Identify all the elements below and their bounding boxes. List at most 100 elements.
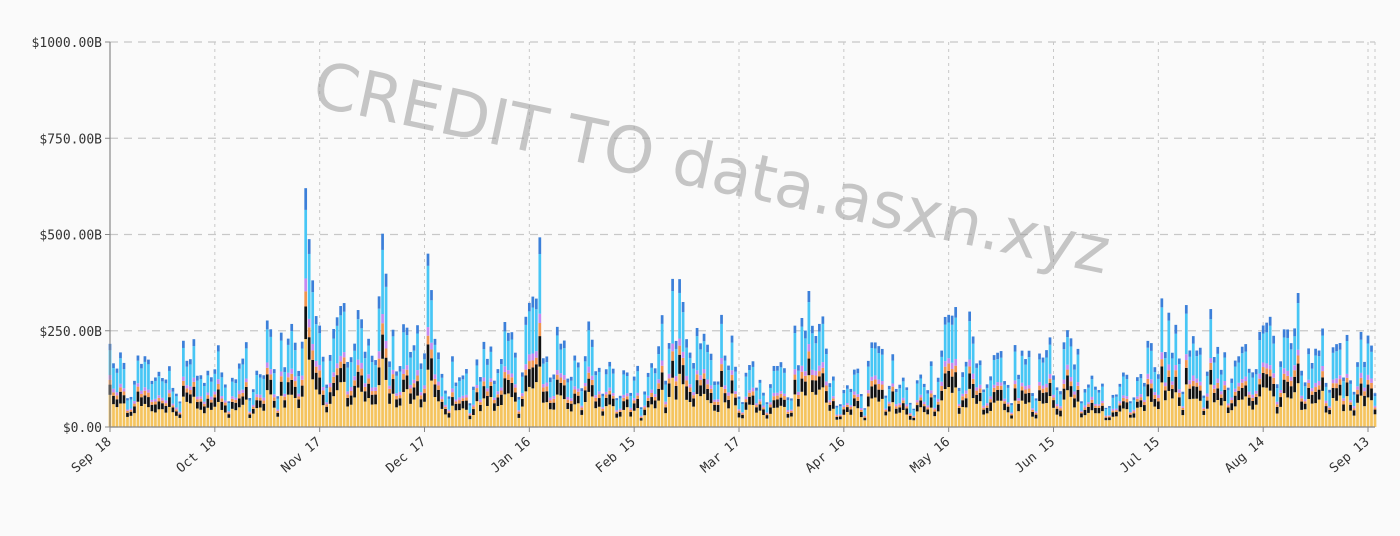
bar-segment [947, 387, 951, 427]
bar-segment [950, 376, 954, 393]
bar-segment [140, 363, 143, 369]
bar-segment [1177, 364, 1181, 390]
bar-segment [646, 400, 650, 408]
bar-segment [905, 387, 909, 391]
bar-segment [430, 342, 433, 350]
bar-segment [318, 325, 322, 334]
bar-segment [838, 416, 842, 420]
bar-segment [384, 286, 388, 341]
bar-segment [534, 351, 538, 358]
bar-segment [293, 386, 297, 398]
bar-segment [251, 389, 255, 393]
bar-segment [1027, 350, 1031, 358]
bar-segment [398, 395, 402, 399]
bar-segment [1027, 402, 1031, 427]
bar-segment [503, 331, 507, 367]
bar-segment [576, 391, 580, 396]
bar-segment [908, 402, 912, 405]
bar-segment [859, 396, 863, 409]
bar-segment [412, 350, 416, 380]
bar-segment [265, 374, 269, 391]
bar-segment [472, 415, 475, 427]
bar-segment [356, 359, 360, 366]
bar-segment [234, 410, 238, 427]
bar-segment [300, 396, 304, 427]
bar-segment [975, 387, 978, 391]
bar-segment [1080, 410, 1083, 412]
bar-segment [416, 370, 419, 376]
bar-segment [709, 360, 713, 386]
bar-segment [447, 398, 451, 410]
bar-segment [702, 393, 706, 427]
bar-segment [852, 369, 856, 375]
bar-segment [164, 405, 168, 413]
bar-segment [213, 406, 217, 427]
bar-segment [891, 402, 895, 427]
bar-segment [922, 383, 926, 388]
bar-segment [541, 402, 545, 427]
bar-segment [496, 391, 500, 395]
bar-segment [601, 415, 605, 427]
bar-segment [915, 383, 919, 401]
bar-segment [664, 413, 667, 427]
bar-segment [1293, 376, 1296, 393]
bar-segment [444, 390, 447, 394]
bar-segment [957, 403, 961, 406]
bar-segment [468, 403, 472, 406]
bar-segment [405, 375, 409, 390]
x-tick-label: Apr 16 [803, 435, 849, 477]
bar-segment [950, 315, 954, 325]
bar-segment [1104, 415, 1108, 417]
bar-segment [1073, 398, 1076, 408]
bar-segment [762, 405, 765, 408]
bar-segment [304, 339, 308, 427]
bar-segment [653, 373, 657, 395]
bar-segment [293, 342, 297, 351]
bar-segment [1338, 395, 1342, 427]
bar-segment [451, 356, 454, 362]
bar-segment [479, 404, 482, 412]
bar-segment [1066, 369, 1069, 376]
bar-segment [741, 414, 744, 419]
bar-segment [189, 386, 192, 391]
bar-segment [1115, 394, 1118, 397]
bar-segment [601, 396, 605, 408]
bar-segment [265, 362, 269, 368]
bar-segment [244, 386, 248, 400]
bar-segment [328, 392, 332, 404]
bar-segment [129, 415, 133, 427]
bar-segment [636, 395, 640, 400]
bar-segment [859, 411, 863, 418]
bar-segment [140, 390, 143, 394]
bar-segment [552, 374, 556, 380]
bar-segment [1198, 347, 1202, 355]
x-tick-label: Jul 15 [1117, 435, 1163, 477]
bar-segment [650, 367, 654, 390]
bar-segment [590, 396, 594, 427]
bar-segment [828, 400, 832, 403]
bar-segment [444, 393, 447, 405]
bar-segment [804, 395, 807, 427]
bar-segment [636, 365, 640, 372]
bar-segment [898, 403, 902, 406]
bar-segment [1191, 343, 1195, 376]
bar-segment [723, 385, 727, 389]
bar-segment [1163, 400, 1167, 427]
bar-segment [437, 389, 440, 402]
bar-segment [870, 342, 874, 349]
bar-segment [1321, 365, 1324, 372]
bar-segment [985, 413, 989, 427]
bar-segment [639, 407, 643, 410]
bar-segment [667, 383, 671, 397]
bar-segment [1006, 402, 1010, 405]
bar-segment [503, 394, 507, 427]
bar-segment [339, 361, 342, 369]
bar-segment [685, 399, 688, 427]
bar-segment [241, 404, 245, 427]
bar-segment [206, 392, 210, 396]
bar-segment [632, 400, 636, 404]
bar-segment [933, 411, 937, 417]
bar-segment [1139, 394, 1143, 398]
bar-segment [1003, 401, 1006, 404]
bar-segment [933, 416, 937, 427]
